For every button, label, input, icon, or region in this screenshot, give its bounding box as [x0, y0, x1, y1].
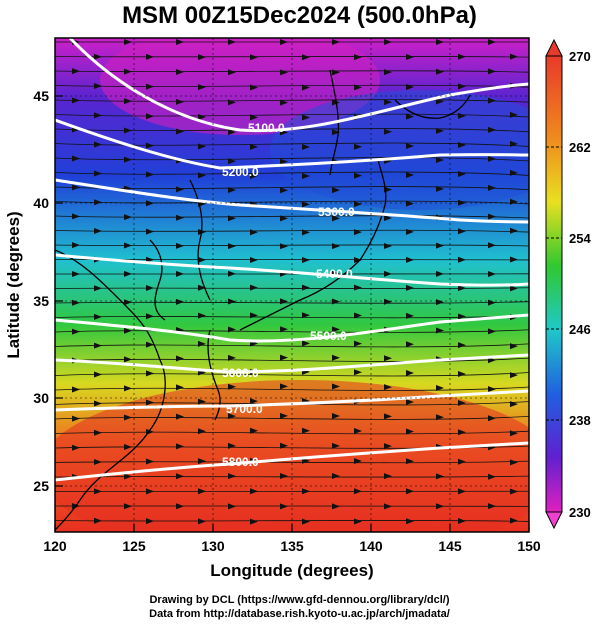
x-axis-label: Longitude (degrees)	[210, 561, 373, 580]
contour-label-5500: 5500.0	[310, 329, 347, 343]
y-tick-label: 30	[33, 390, 49, 406]
y-tick-label: 35	[33, 293, 49, 309]
y-tick-label: 45	[33, 88, 49, 104]
x-tick-label: 135	[280, 538, 304, 554]
credit-line-data: Data from http://database.rish.kyoto-u.a…	[149, 608, 450, 620]
credit-line-drawing: Drawing by DCL (https://www.gfd-dennou.o…	[149, 594, 450, 606]
contour-label-5700: 5700.0	[226, 402, 263, 416]
colorbar-bottom-arrow	[545, 511, 563, 530]
contour-label-5400: 5400.0	[316, 267, 353, 281]
x-tick-label: 150	[517, 538, 541, 554]
x-tick-label: 120	[43, 538, 67, 554]
temperature-field	[55, 38, 529, 532]
axis-ticks	[54, 95, 530, 532]
y-tick-label: 25	[33, 478, 49, 494]
colorbar-tick-label: 262	[569, 140, 591, 155]
x-tick-label: 125	[122, 538, 146, 554]
contour-label-5300: 5300.0	[318, 205, 355, 219]
y-axis-label: Latitude (degrees)	[4, 211, 23, 358]
colorbar-tick-label: 270	[569, 49, 591, 64]
x-tick-label: 140	[359, 538, 383, 554]
colorbar: 270 262 254 246 238 230	[545, 38, 591, 530]
contour-label-5200: 5200.0	[222, 165, 259, 179]
x-tick-label: 130	[201, 538, 225, 554]
y-tick-label: 40	[33, 195, 49, 211]
contour-label-5800: 5800.0	[222, 455, 259, 469]
contour-label-5100: 5100.0	[248, 121, 285, 135]
colorbar-top-arrow	[545, 38, 563, 57]
map-title: MSM 00Z15Dec2024 (500.0hPa)	[122, 2, 477, 29]
grid-lines	[55, 38, 529, 532]
colorbar-tick-label: 246	[569, 322, 591, 337]
contour-label-5600: 5600.0	[222, 366, 259, 380]
colorbar-tick-label: 230	[569, 505, 591, 520]
height-contours	[55, 38, 529, 482]
colorbar-tick-label: 254	[569, 231, 591, 246]
colorbar-tick-label: 238	[569, 413, 591, 428]
x-tick-label: 145	[438, 538, 462, 554]
